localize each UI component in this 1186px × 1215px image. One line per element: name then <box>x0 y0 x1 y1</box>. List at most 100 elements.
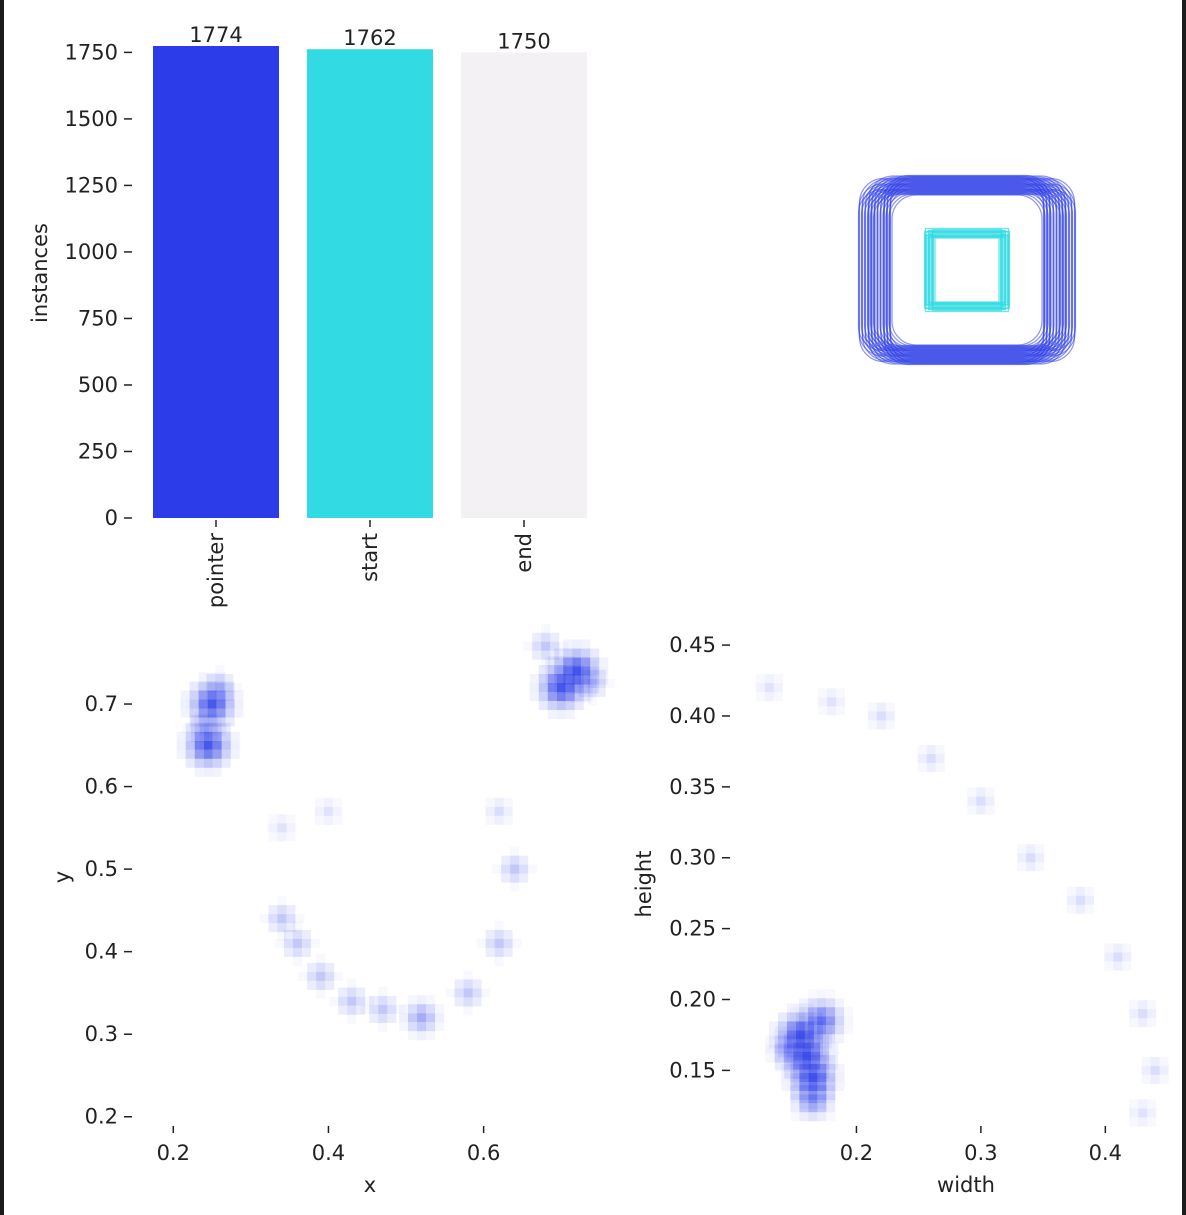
heatmap-cell <box>985 805 995 815</box>
heatmap-cell <box>189 690 199 700</box>
heatmap-cell <box>1113 961 1123 971</box>
heatmap-cell <box>529 674 539 684</box>
heatmap-cell <box>590 684 600 694</box>
heatmap-cell <box>836 706 845 715</box>
heatmap-cell <box>207 717 217 727</box>
heatmap-cell <box>799 1081 809 1091</box>
heatmap-cell <box>316 990 325 999</box>
heatmap-cell <box>786 1039 796 1049</box>
heatmap-cell <box>802 1069 812 1079</box>
heatmap-cell <box>885 711 895 721</box>
heatmap-cell <box>216 690 226 700</box>
heatmap-cell <box>804 1048 814 1058</box>
heatmap-cell <box>817 1054 827 1064</box>
heatmap-cell <box>464 1006 473 1015</box>
heatmap-cell <box>976 805 986 815</box>
heatmap-cell <box>233 683 242 692</box>
heatmap-cell <box>198 690 208 700</box>
heatmap-cell <box>519 855 529 865</box>
heatmap-cell <box>581 666 591 676</box>
heatmap-cell <box>1129 1000 1139 1010</box>
heatmap-cell <box>813 1039 823 1049</box>
heatmap-cell <box>813 1048 823 1058</box>
heatmap-cell <box>1129 1108 1139 1118</box>
heatmap-cell <box>588 697 597 706</box>
heatmap-cell <box>369 1013 379 1023</box>
window-edge-left <box>0 0 4 1215</box>
heatmap-cell <box>967 787 977 797</box>
heatmap-cell <box>1147 1108 1157 1118</box>
heatmap-cell <box>811 1024 821 1034</box>
x-tick-label: 0.6 <box>467 1141 500 1165</box>
heatmap-cell <box>756 692 765 701</box>
heatmap-cell <box>826 1063 836 1073</box>
heatmap-cell <box>799 1099 809 1109</box>
heatmap-cell <box>820 1069 830 1079</box>
heatmap-cell <box>503 815 513 825</box>
heatmap-cell <box>786 1012 796 1022</box>
heatmap-cell <box>1017 853 1027 863</box>
heatmap-cell <box>207 672 217 682</box>
heatmap-cell <box>1147 1009 1157 1019</box>
heatmap-cell <box>804 1021 814 1031</box>
heatmap-cell <box>795 1030 805 1040</box>
heatmap-cell <box>786 1021 796 1031</box>
heatmap-cell <box>215 683 225 693</box>
heatmap-cell <box>528 865 537 874</box>
heatmap-cell <box>563 666 573 676</box>
heatmap-cell <box>301 947 311 957</box>
heatmap-cell <box>1150 1056 1160 1066</box>
heatmap-cell <box>203 713 213 723</box>
heatmap-cell <box>817 989 827 999</box>
heatmap-cell <box>268 832 277 841</box>
heatmap-cell <box>225 690 235 700</box>
heatmap-cell <box>286 832 295 841</box>
heatmap-cell <box>808 1025 818 1035</box>
heatmap-cell <box>876 720 886 730</box>
heatmap-cell <box>180 699 190 709</box>
heatmap-cell <box>426 1004 436 1014</box>
heatmap-cell <box>867 711 877 721</box>
heatmap-cell <box>590 648 600 658</box>
heatmap-cell <box>799 1090 809 1100</box>
heatmap-cell <box>356 1005 366 1015</box>
heatmap-cell <box>176 731 186 741</box>
heatmap-cell <box>221 749 231 759</box>
heatmap-cell <box>783 1062 793 1072</box>
heatmap-cell <box>510 883 519 892</box>
heatmap-cell <box>599 657 609 667</box>
heatmap-cell <box>230 749 240 759</box>
heatmap-cell <box>417 1031 427 1041</box>
heatmap-cell <box>417 1022 427 1032</box>
heatmap-cell <box>799 998 809 1008</box>
heatmap-cell <box>820 1042 830 1052</box>
heatmap-cell <box>826 1090 836 1100</box>
heatmap-cell <box>556 683 566 693</box>
heatmap-cell <box>547 665 557 675</box>
heatmap-cell <box>844 1007 853 1016</box>
heatmap-cell <box>967 805 977 815</box>
heatmap-cell <box>485 938 495 948</box>
heatmap-cell <box>185 740 195 750</box>
heatmap-cell <box>234 708 244 718</box>
heatmap-cell <box>926 745 936 754</box>
y-tick-label: 0 <box>105 506 118 530</box>
heatmap-cell <box>826 1094 836 1104</box>
wh-heatmap-panel: 0.2 0.3 0.4 0.15 0.20 0.25 0.30 0.35 0.40 0.45 wid… <box>632 633 1169 1197</box>
heatmap-cell <box>314 806 324 816</box>
heatmap-cell <box>1147 1099 1156 1108</box>
heatmap-cell <box>503 806 513 816</box>
heatmap-cell <box>532 650 542 660</box>
heatmap-cell <box>554 666 564 676</box>
heatmap-cell <box>790 1112 799 1121</box>
xy-heatmap-panel: 0.2 0.4 0.6 0.2 0.3 0.4 0.5 0.6 0.7 x y <box>50 632 609 1197</box>
heatmap-cell <box>485 815 495 825</box>
heatmap-cell <box>501 873 511 883</box>
heatmap-cell <box>277 823 287 833</box>
heatmap-cell <box>360 1005 369 1014</box>
heatmap-cell <box>203 731 213 741</box>
heatmap-cell <box>581 684 591 694</box>
heatmap-cell <box>827 688 837 698</box>
heatmap-cell <box>574 674 584 684</box>
